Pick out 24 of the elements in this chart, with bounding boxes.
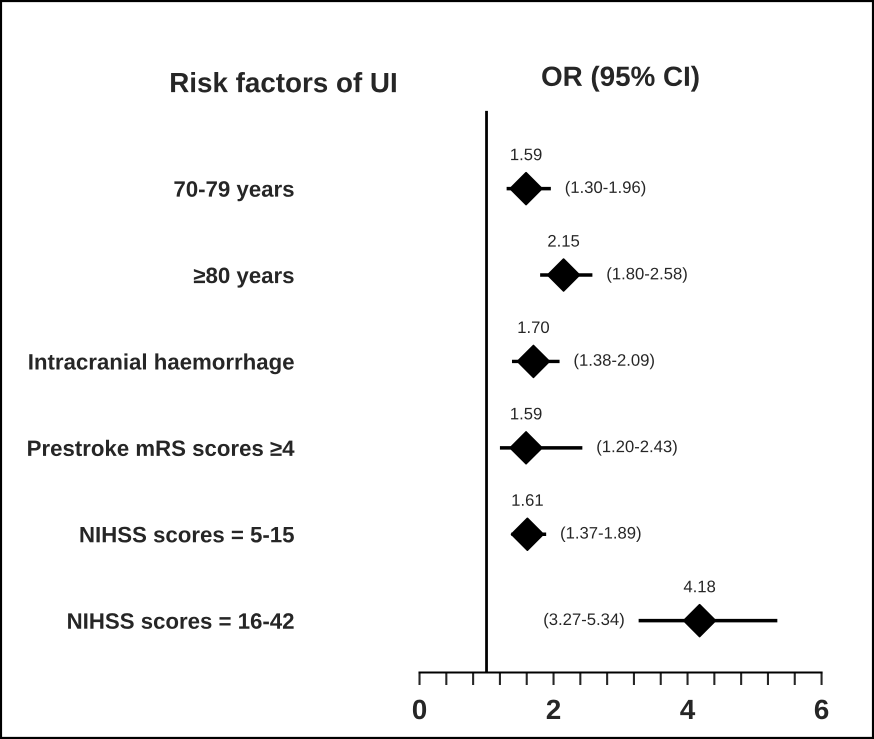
data-label: 1.61 <box>512 494 543 506</box>
annotation: (3.27-5.34) <box>544 612 624 628</box>
y-tick-label: Prestroke mRS scores ≥4 <box>28 440 294 456</box>
x-tick-label: 0 <box>412 700 426 720</box>
x-tick-label: 4 <box>680 700 696 720</box>
annotation: (1.30-1.96) <box>566 180 646 196</box>
annotation: (1.20-2.43) <box>597 440 677 456</box>
y-tick-label: NIHSS scores = 5-15 <box>80 526 294 543</box>
x-tick-label: 2 <box>546 700 560 720</box>
data-label: 4.18 <box>684 580 716 592</box>
y-tick-label: Intracranial haemorrhage <box>29 353 294 374</box>
annotation: (1.37-1.89) <box>561 526 641 542</box>
annotation: (1.80-2.58) <box>607 267 687 283</box>
y-tick-label: 70-79 years <box>174 181 294 202</box>
annotation: (1.38-2.09) <box>574 354 654 370</box>
data-label: 2.15 <box>548 234 580 247</box>
y-tick-label: NIHSS scores = 16-42 <box>68 613 294 629</box>
y-tick-label: ≥80 years <box>194 268 294 288</box>
x-tick-label: 6 <box>814 700 828 720</box>
data-label: 1.70 <box>518 321 549 334</box>
chart-title: OR (95% CI) <box>542 66 699 92</box>
data-label: 1.59 <box>511 148 542 160</box>
data-label: 1.59 <box>511 408 542 420</box>
y-axis-title: Risk factors of UI <box>171 72 396 92</box>
